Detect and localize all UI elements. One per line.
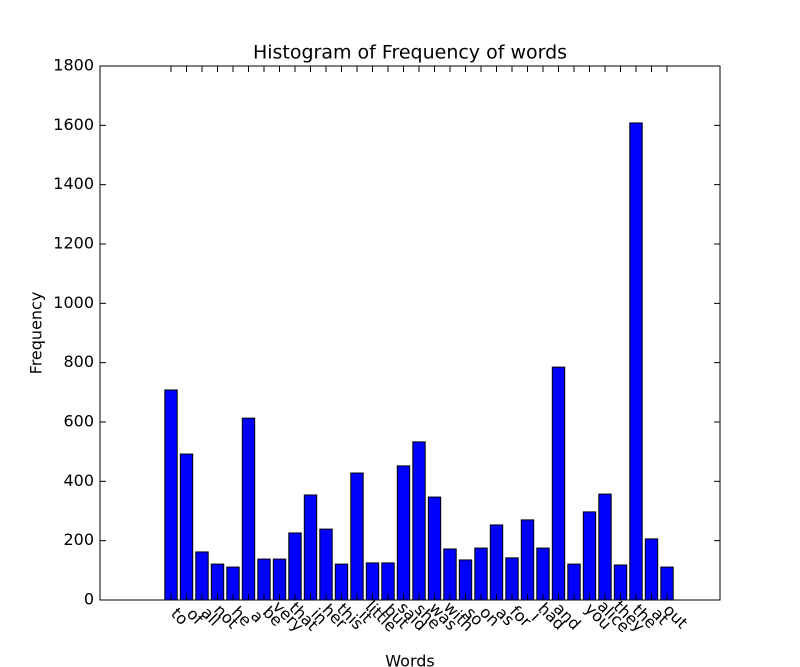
y-tick-label: 200 bbox=[63, 530, 94, 549]
bar bbox=[257, 558, 271, 601]
y-tick-label: 1800 bbox=[53, 56, 94, 75]
bar bbox=[644, 538, 659, 601]
bar bbox=[598, 493, 612, 601]
bar bbox=[319, 528, 333, 601]
bar bbox=[536, 547, 550, 601]
y-tick-label: 1400 bbox=[53, 174, 94, 193]
bar bbox=[272, 558, 287, 601]
bar bbox=[505, 557, 519, 601]
bar bbox=[629, 122, 643, 601]
x-tick-label: out bbox=[660, 600, 692, 632]
bar bbox=[241, 417, 256, 601]
bar bbox=[489, 524, 504, 601]
bar bbox=[458, 559, 473, 601]
x-axis-label: Words bbox=[385, 652, 434, 667]
y-tick-label: 1600 bbox=[53, 115, 94, 134]
bar bbox=[164, 389, 178, 601]
y-tick-label: 400 bbox=[63, 471, 94, 490]
bar bbox=[427, 496, 442, 601]
y-tick-label: 800 bbox=[63, 352, 94, 371]
bar bbox=[474, 547, 488, 601]
bar bbox=[396, 465, 411, 601]
chart-title: Histogram of Frequency of words bbox=[253, 42, 567, 64]
bar bbox=[520, 519, 535, 601]
y-tick-label: 600 bbox=[63, 412, 94, 431]
bar bbox=[412, 441, 426, 601]
y-axis-label: Frequency bbox=[27, 292, 46, 375]
x-tick-label: for bbox=[506, 602, 535, 631]
bar bbox=[288, 532, 302, 601]
bar bbox=[195, 551, 209, 601]
bar bbox=[179, 453, 194, 601]
bar bbox=[350, 472, 364, 601]
bar bbox=[443, 548, 457, 601]
bar bbox=[303, 494, 318, 601]
y-tick-label: 0 bbox=[84, 590, 94, 609]
plot-frame bbox=[99, 65, 721, 601]
y-tick-label: 1000 bbox=[53, 293, 94, 312]
bar bbox=[551, 366, 566, 601]
y-tick-label: 1200 bbox=[53, 234, 94, 253]
bar bbox=[582, 511, 597, 601]
